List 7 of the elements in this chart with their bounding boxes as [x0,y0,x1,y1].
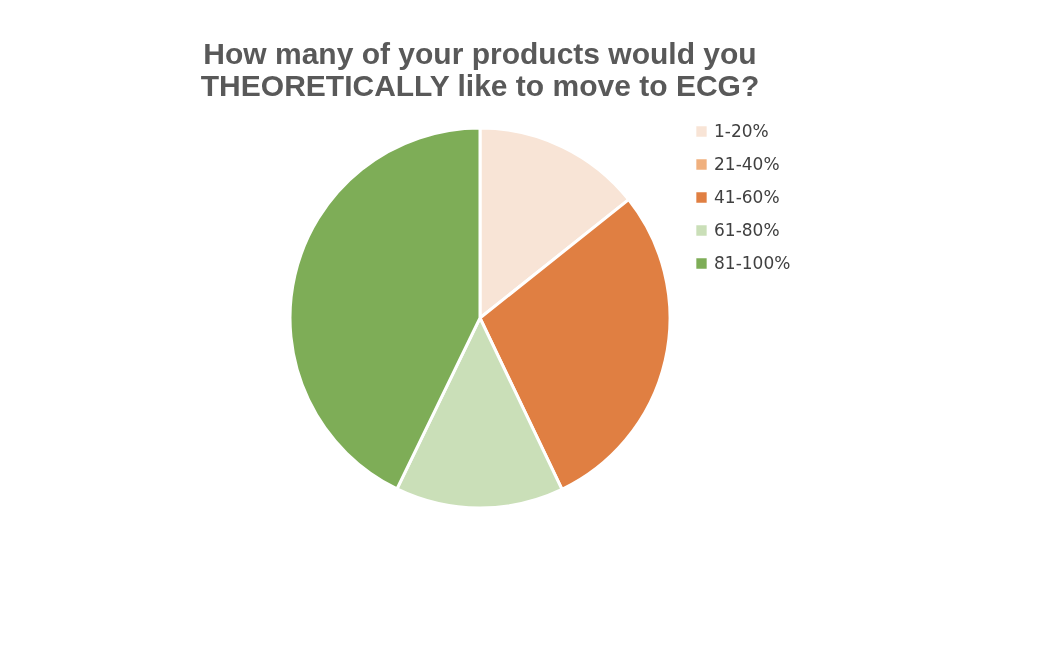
legend-label: 61-80% [714,219,780,240]
legend-label: 81-100% [714,252,791,273]
legend-label: 21-40% [714,153,780,174]
legend-label: 41-60% [714,186,780,207]
legend-label: 1-20% [714,120,769,141]
text: How many of your products would you [203,37,757,70]
text: THEORETICALLY like to move to ECG? [200,69,760,102]
